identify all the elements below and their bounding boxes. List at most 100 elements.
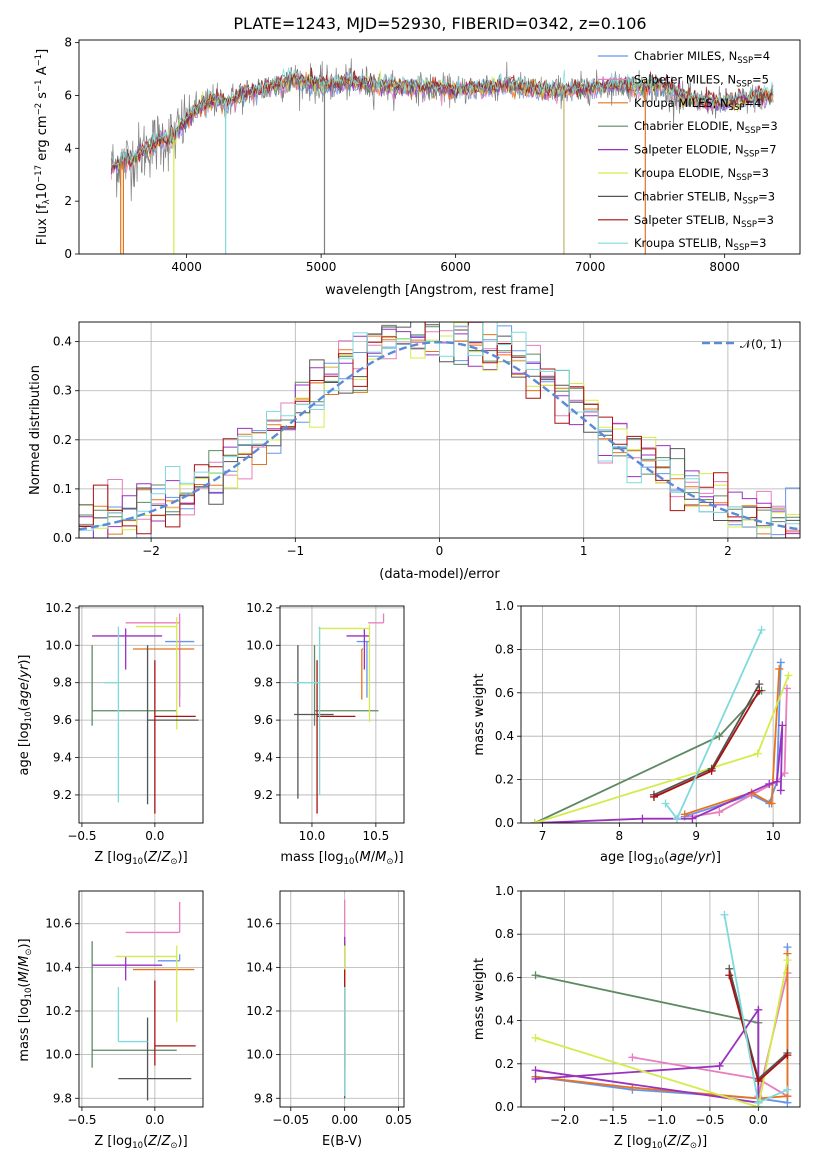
weight-marker <box>531 971 540 980</box>
weight-marker <box>754 1005 763 1014</box>
plot-area <box>530 625 793 823</box>
svg-text:Z [log10(Z/Z⊙)]: Z [log10(Z/Z⊙)] <box>614 1134 707 1151</box>
y-tick-label: 0.2 <box>53 433 72 447</box>
errorbar-salpeter-elodie <box>92 628 163 670</box>
x-tick-label: 10 <box>765 829 780 843</box>
legend-entry: Chabrier ELODIE, NSSP=3 <box>634 119 778 136</box>
legend-entry: Kroupa STELIB, NSSP=3 <box>634 236 766 253</box>
y-tick-label: 0.6 <box>495 686 514 700</box>
weight-marker <box>754 1098 763 1107</box>
weight-marker <box>753 749 762 758</box>
weight-marker <box>757 625 766 634</box>
errorbar-kroupa-elodie <box>318 624 371 722</box>
errorbar-kroupa-stelib <box>103 626 120 803</box>
y-tick-label: 9.6 <box>53 713 72 727</box>
y-tick-label: 0.8 <box>495 927 514 941</box>
y-tick-label: 0.0 <box>495 1100 514 1114</box>
hist-step-chabrier-elodie <box>79 322 800 523</box>
x-tick-label: 0.0 <box>145 1113 164 1127</box>
x-tick-label: 7000 <box>575 260 606 274</box>
axes-weight-vs-age: 7 8 9 10 0.0 0.2 0.4 0.6 0.8 1.0 <box>495 599 801 843</box>
x-axis-label: Z [log10(Z/Z⊙)] <box>94 1134 187 1151</box>
y-axis-label: mass weight <box>472 958 487 1040</box>
errorbar-chabrier-stelib <box>118 1017 192 1101</box>
axes-spectrum: 4000 5000 6000 7000 8000 0 2 4 6 8 <box>64 36 801 274</box>
weight-marker <box>715 808 724 817</box>
model-line-kroupa-stelib <box>111 67 774 166</box>
weight-line-kroupa-elodie <box>535 959 789 1107</box>
svg-text:mass [log10(M/M⊙)]: mass [log10(M/M⊙)] <box>17 938 34 1061</box>
legend-entry: 𝒩(0, 1) <box>740 337 782 351</box>
y-tick-label: 8 <box>64 36 72 50</box>
legend-entry: Salpeter MILES, NSSP=5 <box>634 72 769 89</box>
x-tick-label: 0.0 <box>749 1113 768 1127</box>
weight-marker <box>531 1033 540 1042</box>
y-tick-label: 0.4 <box>495 1014 514 1028</box>
svg-text:Flux [fλ10−17 erg cm−2 s−1 A−1: Flux [fλ10−17 erg cm−2 s−1 A−1] <box>34 49 52 245</box>
x-axis-label: age [log10(age/yr)] <box>600 850 721 867</box>
errorbar-chabrier-elodie <box>91 645 177 726</box>
y-tick-label: 4 <box>64 141 72 155</box>
x-tick-label: 9 <box>692 829 700 843</box>
x-tick-label: 1 <box>580 544 588 558</box>
y-tick-label: 0.2 <box>495 773 514 787</box>
y-tick-label: 10.2 <box>246 1004 273 1018</box>
y-tick-label: 0.0 <box>53 531 72 545</box>
weight-line-salpeter-miles <box>692 688 788 818</box>
x-tick-label: 4000 <box>171 260 202 274</box>
plot-area <box>531 910 792 1107</box>
errorbar-chabrier-miles <box>356 640 370 698</box>
weight-marker <box>778 721 787 730</box>
weight-marker <box>531 1066 540 1075</box>
weight-marker <box>775 664 784 673</box>
hist-step-salpeter-stelib <box>79 322 800 538</box>
y-tick-label: 10.0 <box>45 638 72 652</box>
weight-marker <box>720 910 729 919</box>
errorbar-kroupa-stelib <box>294 626 321 795</box>
legend-entry: Kroupa MILES, NSSP=4 <box>634 96 761 113</box>
x-tick-label: −0.5 <box>67 1113 96 1127</box>
y-tick-label: 1.0 <box>495 884 514 898</box>
x-tick-label: 7 <box>539 829 547 843</box>
weight-marker <box>754 1077 763 1086</box>
weight-marker <box>531 1074 540 1083</box>
weight-marker <box>628 1053 637 1062</box>
weight-marker <box>783 956 792 965</box>
axes-mass-vs-Z: −0.5 0.0 9.8 10.0 10.2 10.4 10.6 <box>45 890 204 1127</box>
errorbar-kroupa-stelib <box>117 987 148 1043</box>
x-axis-label: wavelength [Angstrom, rest frame] <box>325 283 554 298</box>
errorbar-salpeter-stelib <box>316 660 356 814</box>
svg-text:Z [log10(Z/Z⊙)]: Z [log10(Z/Z⊙)] <box>94 1134 187 1151</box>
weight-line-chabrier-stelib <box>653 683 761 796</box>
figure-title: PLATE=1243, MJD=52930, FIBERID=0342, z=0… <box>233 14 646 33</box>
axes-frame <box>78 321 801 539</box>
weight-marker <box>725 971 734 980</box>
weight-marker <box>661 799 670 808</box>
svg-text:Z [log10(Z/Z⊙)]: Z [log10(Z/Z⊙)] <box>94 850 187 867</box>
axes-frame <box>279 605 405 824</box>
legend-entry: Salpeter ELODIE, NSSP=7 <box>634 143 777 160</box>
svg-text:age [log10(age/yr)]: age [log10(age/yr)] <box>17 655 34 776</box>
weight-line-kroupa-elodie <box>534 675 790 823</box>
x-axis-label: (data-model)/error <box>379 567 500 582</box>
plot-area <box>91 901 196 1101</box>
y-tick-label: 0.2 <box>495 1057 514 1071</box>
weight-marker <box>767 799 776 808</box>
y-tick-label: 9.8 <box>53 1091 72 1105</box>
y-axis-label: mass weight <box>472 673 487 755</box>
errorbar-chabrier-stelib <box>146 645 199 805</box>
weight-marker <box>776 658 785 667</box>
weight-marker <box>783 1085 792 1094</box>
legend-entry: Chabrier STELIB, NSSP=3 <box>634 189 775 206</box>
plot-area <box>294 613 385 814</box>
y-tick-label: 10.6 <box>246 917 273 931</box>
legend: Chabrier MILES, NSSP=4 Salpeter MILES, NS… <box>598 49 778 253</box>
weight-line-kroupa-miles <box>684 668 781 816</box>
plot-area <box>110 58 774 254</box>
x-tick-label: 10.0 <box>299 829 326 843</box>
y-tick-label: 0.4 <box>495 729 514 743</box>
legend-entry: Salpeter STELIB, NSSP=3 <box>634 213 774 230</box>
weight-marker <box>765 779 774 788</box>
weight-marker <box>707 766 716 775</box>
axes-frame <box>520 890 801 1108</box>
